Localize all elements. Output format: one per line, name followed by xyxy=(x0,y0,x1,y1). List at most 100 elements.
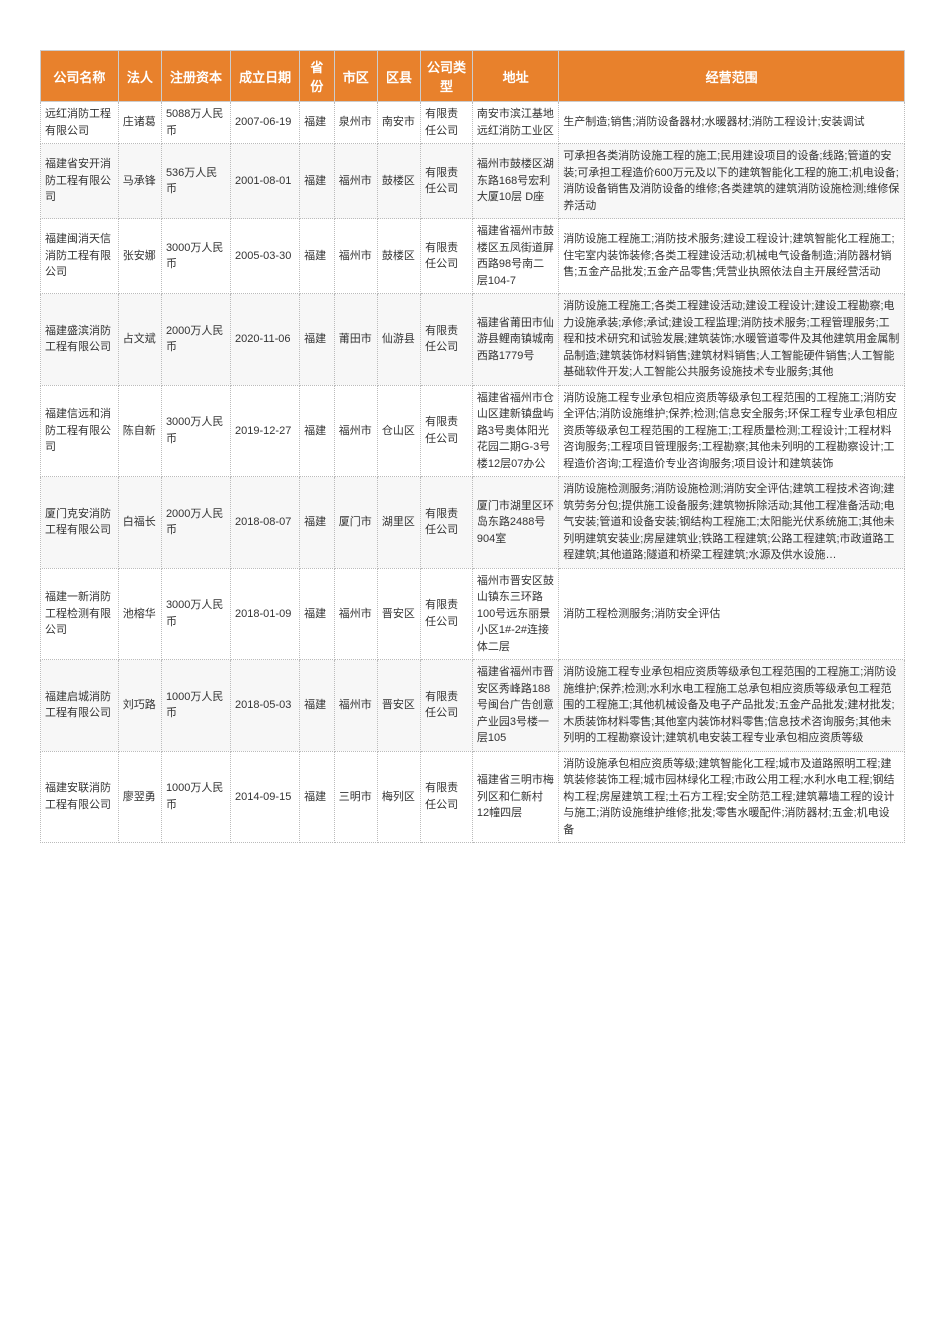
cell-district: 晋安区 xyxy=(377,660,420,752)
cell-company_name: 远红消防工程有限公司 xyxy=(41,102,119,144)
column-header-district: 区县 xyxy=(377,51,420,102)
cell-company_name: 福建盛滨消防工程有限公司 xyxy=(41,294,119,386)
cell-reg_capital: 5088万人民币 xyxy=(161,102,230,144)
cell-city: 厦门市 xyxy=(334,477,377,569)
column-header-scope: 经营范围 xyxy=(559,51,905,102)
cell-legal_person: 庄诸葛 xyxy=(118,102,161,144)
cell-est_date: 2020-11-06 xyxy=(231,294,300,386)
cell-reg_capital: 3000万人民币 xyxy=(161,385,230,477)
column-header-address: 地址 xyxy=(472,51,558,102)
column-header-company_name: 公司名称 xyxy=(41,51,119,102)
cell-address: 福建省三明市梅列区和仁新村12幢四层 xyxy=(472,751,558,843)
cell-reg_capital: 1000万人民币 xyxy=(161,660,230,752)
column-header-reg_capital: 注册资本 xyxy=(161,51,230,102)
cell-address: 南安市滨江基地远红消防工业区 xyxy=(472,102,558,144)
table-row: 福建一新消防工程检测有限公司池榕华3000万人民币2018-01-09福建福州市… xyxy=(41,568,905,660)
cell-city: 福州市 xyxy=(334,385,377,477)
table-header: 公司名称法人注册资本成立日期省份市区区县公司类型地址经营范围 xyxy=(41,51,905,102)
cell-address: 福建省莆田市仙游县鲤南镇城南西路1779号 xyxy=(472,294,558,386)
cell-district: 鼓楼区 xyxy=(377,144,420,219)
cell-company_name: 福建信远和消防工程有限公司 xyxy=(41,385,119,477)
cell-est_date: 2018-01-09 xyxy=(231,568,300,660)
cell-city: 福州市 xyxy=(334,660,377,752)
cell-est_date: 2005-03-30 xyxy=(231,219,300,294)
cell-city: 泉州市 xyxy=(334,102,377,144)
cell-address: 厦门市湖里区环岛东路2488号904室 xyxy=(472,477,558,569)
cell-province: 福建 xyxy=(300,751,335,843)
cell-company_type: 有限责任公司 xyxy=(421,751,473,843)
cell-scope: 消防设施承包相应资质等级;建筑智能化工程;城市及道路照明工程;建筑装修装饰工程;… xyxy=(559,751,905,843)
cell-district: 湖里区 xyxy=(377,477,420,569)
cell-address: 福建省福州市鼓楼区五凤街道屏西路98号南二层104-7 xyxy=(472,219,558,294)
table-row: 福建信远和消防工程有限公司陈自新3000万人民币2019-12-27福建福州市仓… xyxy=(41,385,905,477)
company-table: 公司名称法人注册资本成立日期省份市区区县公司类型地址经营范围 远红消防工程有限公… xyxy=(40,50,905,843)
cell-company_name: 厦门克安消防工程有限公司 xyxy=(41,477,119,569)
cell-address: 福州市鼓楼区湖东路168号宏利大厦10层 D座 xyxy=(472,144,558,219)
cell-reg_capital: 2000万人民币 xyxy=(161,294,230,386)
cell-province: 福建 xyxy=(300,294,335,386)
cell-est_date: 2014-09-15 xyxy=(231,751,300,843)
cell-district: 南安市 xyxy=(377,102,420,144)
cell-district: 仓山区 xyxy=(377,385,420,477)
cell-est_date: 2001-08-01 xyxy=(231,144,300,219)
cell-province: 福建 xyxy=(300,385,335,477)
table-body: 远红消防工程有限公司庄诸葛5088万人民币2007-06-19福建泉州市南安市有… xyxy=(41,102,905,843)
table-row: 福建安联消防工程有限公司廖翌勇1000万人民币2014-09-15福建三明市梅列… xyxy=(41,751,905,843)
cell-est_date: 2007-06-19 xyxy=(231,102,300,144)
cell-est_date: 2018-05-03 xyxy=(231,660,300,752)
cell-company_name: 福建启城消防工程有限公司 xyxy=(41,660,119,752)
column-header-legal_person: 法人 xyxy=(118,51,161,102)
cell-scope: 消防设施检测服务;消防设施检测;消防安全评估;建筑工程技术咨询;建筑劳务分包;提… xyxy=(559,477,905,569)
cell-company_type: 有限责任公司 xyxy=(421,477,473,569)
column-header-province: 省份 xyxy=(300,51,335,102)
cell-company_type: 有限责任公司 xyxy=(421,660,473,752)
cell-legal_person: 池榕华 xyxy=(118,568,161,660)
cell-company_type: 有限责任公司 xyxy=(421,102,473,144)
cell-scope: 消防设施工程施工;各类工程建设活动;建设工程设计;建设工程勘察;电力设施承装;承… xyxy=(559,294,905,386)
cell-company_type: 有限责任公司 xyxy=(421,219,473,294)
cell-company_name: 福建一新消防工程检测有限公司 xyxy=(41,568,119,660)
cell-company_type: 有限责任公司 xyxy=(421,294,473,386)
cell-legal_person: 张安娜 xyxy=(118,219,161,294)
cell-province: 福建 xyxy=(300,568,335,660)
cell-district: 晋安区 xyxy=(377,568,420,660)
cell-legal_person: 廖翌勇 xyxy=(118,751,161,843)
cell-legal_person: 白福长 xyxy=(118,477,161,569)
cell-city: 三明市 xyxy=(334,751,377,843)
cell-district: 梅列区 xyxy=(377,751,420,843)
column-header-company_type: 公司类型 xyxy=(421,51,473,102)
cell-province: 福建 xyxy=(300,219,335,294)
cell-scope: 消防工程检测服务;消防安全评估 xyxy=(559,568,905,660)
cell-province: 福建 xyxy=(300,102,335,144)
cell-legal_person: 马承锋 xyxy=(118,144,161,219)
cell-address: 福建省福州市晋安区秀峰路188号闽台广告创意产业园3号楼一层105 xyxy=(472,660,558,752)
cell-reg_capital: 536万人民币 xyxy=(161,144,230,219)
cell-city: 福州市 xyxy=(334,568,377,660)
table-row: 远红消防工程有限公司庄诸葛5088万人民币2007-06-19福建泉州市南安市有… xyxy=(41,102,905,144)
column-header-est_date: 成立日期 xyxy=(231,51,300,102)
cell-reg_capital: 1000万人民币 xyxy=(161,751,230,843)
table-row: 福建启城消防工程有限公司刘巧路1000万人民币2018-05-03福建福州市晋安… xyxy=(41,660,905,752)
cell-district: 仙游县 xyxy=(377,294,420,386)
cell-est_date: 2018-08-07 xyxy=(231,477,300,569)
table-row: 厦门克安消防工程有限公司白福长2000万人民币2018-08-07福建厦门市湖里… xyxy=(41,477,905,569)
cell-legal_person: 刘巧路 xyxy=(118,660,161,752)
cell-scope: 消防设施工程专业承包相应资质等级承包工程范围的工程施工;消防安全评估;消防设施维… xyxy=(559,385,905,477)
cell-scope: 消防设施工程专业承包相应资质等级承包工程范围的工程施工;消防设施维护;保养;检测… xyxy=(559,660,905,752)
column-header-city: 市区 xyxy=(334,51,377,102)
cell-city: 莆田市 xyxy=(334,294,377,386)
cell-city: 福州市 xyxy=(334,219,377,294)
cell-company_name: 福建省安开消防工程有限公司 xyxy=(41,144,119,219)
cell-province: 福建 xyxy=(300,144,335,219)
cell-scope: 消防设施工程施工;消防技术服务;建设工程设计;建筑智能化工程施工;住宅室内装饰装… xyxy=(559,219,905,294)
cell-scope: 可承担各类消防设施工程的施工;民用建设项目的设备;线路;管道的安装;可承担工程造… xyxy=(559,144,905,219)
cell-company_name: 福建安联消防工程有限公司 xyxy=(41,751,119,843)
cell-company_type: 有限责任公司 xyxy=(421,144,473,219)
cell-est_date: 2019-12-27 xyxy=(231,385,300,477)
cell-reg_capital: 2000万人民币 xyxy=(161,477,230,569)
cell-scope: 生产制造;销售;消防设备器材;水暖器材;消防工程设计;安装调试 xyxy=(559,102,905,144)
table-row: 福建省安开消防工程有限公司马承锋536万人民币2001-08-01福建 福州市鼓楼… xyxy=(41,144,905,219)
cell-province: 福建 xyxy=(300,477,335,569)
cell-province: 福建 xyxy=(300,660,335,752)
table-row: 福建盛滨消防工程有限公司占文斌2000万人民币2020-11-06福建莆田市仙游… xyxy=(41,294,905,386)
